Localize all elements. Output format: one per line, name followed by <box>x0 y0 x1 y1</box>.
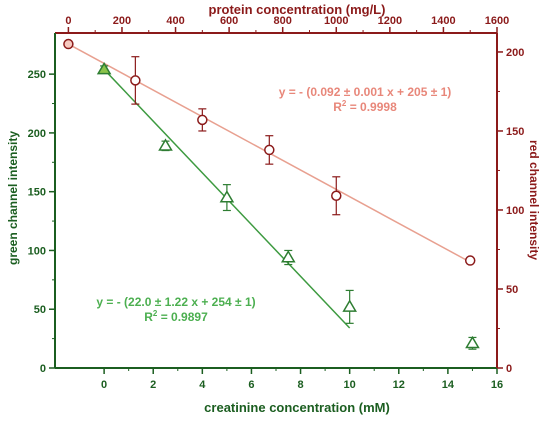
top-x-tick-label: 800 <box>274 15 292 27</box>
green-triangle-point <box>342 299 357 312</box>
bottom-x-tick-label: 0 <box>101 379 107 391</box>
right-y-tick-label: 50 <box>506 284 518 296</box>
bottom-axis-title: creatinine concentration (mM) <box>204 400 390 415</box>
green-triangle-point <box>219 190 235 203</box>
green-triangle-point <box>465 335 480 349</box>
green-fit-equation: y = - (22.0 ± 1.22 x + 254 ± 1) <box>96 295 255 309</box>
bottom-x-tick-label: 12 <box>393 379 405 391</box>
red-circle-point <box>464 255 476 266</box>
top-x-tick-label: 0 <box>65 15 71 27</box>
top-x-tick-label: 1400 <box>431 15 455 27</box>
right-y-tick-label: 200 <box>506 47 524 59</box>
green-triangle-point <box>158 138 173 151</box>
left-y-tick-label: 0 <box>40 363 46 375</box>
green-fit-r-squared: R2 = 0.9897 <box>144 309 208 324</box>
green-r2-symbol: R <box>144 310 153 324</box>
top-x-tick-label: 1600 <box>485 15 509 27</box>
bottom-x-tick-label: 10 <box>344 379 356 391</box>
green-r2-exponent: 2 <box>153 309 158 318</box>
left-y-tick-label: 50 <box>34 304 46 316</box>
right-axis-title: red channel intensity <box>527 140 541 260</box>
red-fit-r-squared: R2 = 0.9998 <box>333 99 397 114</box>
top-x-tick-label: 400 <box>166 15 184 27</box>
data-points <box>63 38 480 350</box>
left-y-tick-label: 250 <box>28 69 46 81</box>
bottom-x-tick-label: 16 <box>491 379 503 391</box>
right-y-tick-label: 150 <box>506 126 524 138</box>
top-x-tick-label: 1200 <box>378 15 402 27</box>
red-r2-symbol: R <box>333 100 342 114</box>
plot-frame <box>54 32 498 369</box>
red-r2-exponent: 2 <box>342 99 347 108</box>
left-y-tick-label: 150 <box>28 187 46 199</box>
top-axis-title: protein concentration (mg/L) <box>209 2 386 17</box>
bottom-x-tick-label: 14 <box>442 379 455 391</box>
top-x-tick-label: 1000 <box>324 15 348 27</box>
bottom-x-tick-label: 2 <box>150 379 156 391</box>
green-r2-value: = 0.9897 <box>157 310 208 324</box>
red-circle-point <box>331 190 342 202</box>
green-triangle-point <box>280 250 296 263</box>
axis-ticks: 0 2 4 6 8 10 12 14 160 200 400 600 800 1000 1200 1400 16… <box>28 15 525 391</box>
left-axis-title: green channel intensity <box>6 131 20 265</box>
left-y-tick-label: 100 <box>28 245 46 257</box>
red-circle-point <box>130 75 141 86</box>
left-y-tick-label: 200 <box>28 128 46 140</box>
bottom-x-tick-label: 4 <box>199 379 206 391</box>
red-circle-point <box>63 38 74 50</box>
top-x-tick-label: 600 <box>220 15 238 27</box>
top-x-tick-label: 200 <box>113 15 131 27</box>
red-fit-equation: y = - (0.092 ± 0.001 x + 205 ± 1) <box>279 85 452 99</box>
right-y-tick-label: 100 <box>506 205 524 217</box>
red-circle-point <box>197 114 208 126</box>
right-y-tick-label: 0 <box>506 363 512 375</box>
bottom-x-tick-label: 6 <box>248 379 254 391</box>
red-circle-point <box>264 144 275 156</box>
green-triangle-point <box>96 61 112 75</box>
bottom-x-tick-label: 8 <box>297 379 303 391</box>
red-r2-value: = 0.9998 <box>346 100 397 114</box>
